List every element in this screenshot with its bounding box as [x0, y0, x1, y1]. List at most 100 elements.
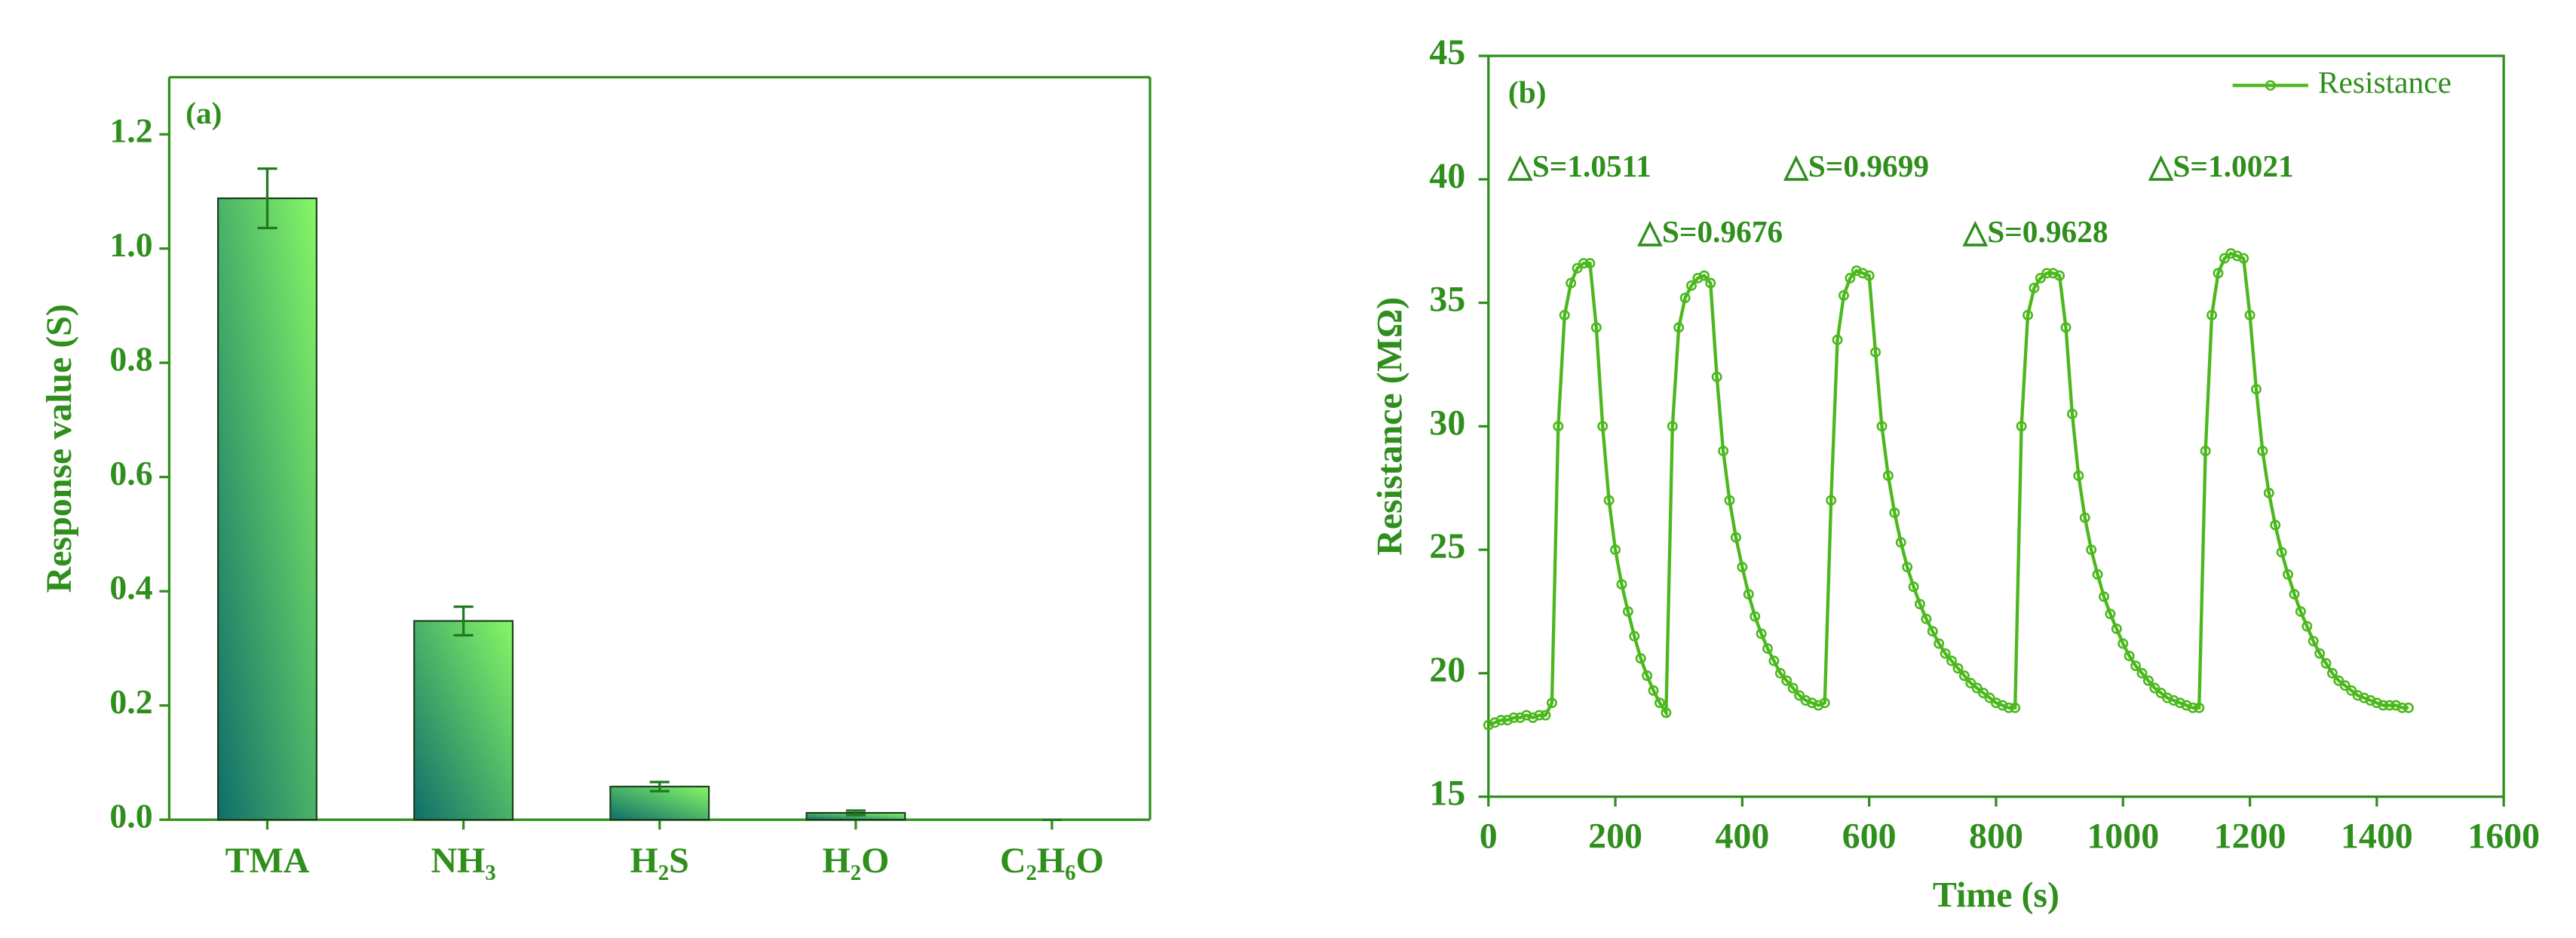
point [1794, 690, 1805, 701]
y-tick-label: 15 [1429, 774, 1465, 814]
y-axis-label: Resistance (MΩ) [1369, 297, 1409, 556]
point [2397, 702, 2408, 713]
point [1940, 648, 1951, 659]
point [1978, 688, 1989, 699]
point [2403, 702, 2414, 713]
point [2162, 692, 2173, 704]
point [1819, 697, 1830, 709]
point [2149, 682, 2160, 694]
point [2244, 310, 2256, 320]
annotation: △S=0.9699 [1783, 149, 1929, 183]
point [1635, 653, 1646, 664]
x-tick-label: 400 [1715, 816, 1769, 856]
point [1787, 682, 1799, 694]
point [2010, 702, 2021, 713]
y-tick-label: 0.2 [109, 682, 152, 721]
point [1648, 685, 1659, 696]
point [2213, 268, 2224, 279]
point [2371, 697, 2382, 709]
x-tick-label: H₂S [630, 841, 689, 881]
point [2270, 520, 2281, 531]
point [2200, 446, 2211, 457]
point [2066, 409, 2078, 419]
point [1546, 697, 1557, 709]
point [1527, 712, 1538, 723]
point [2352, 690, 2363, 701]
point [1971, 682, 1983, 694]
x-tick-label: 200 [1588, 816, 1642, 856]
point [1958, 670, 1970, 682]
point [1521, 710, 1532, 721]
y-tick-label: 45 [1429, 32, 1465, 72]
point [1813, 700, 1824, 711]
point [1921, 613, 1932, 624]
point [1698, 270, 1710, 281]
point [1534, 710, 1545, 721]
y-tick-label: 0.8 [109, 340, 152, 379]
x-tick-label: 600 [1842, 816, 1897, 856]
point [1762, 643, 1774, 654]
point [1724, 495, 1735, 506]
point [1908, 581, 1919, 593]
point [1750, 611, 1761, 622]
point [1743, 589, 1754, 600]
point [1610, 544, 1621, 556]
point [1876, 421, 1888, 432]
point [1927, 626, 1938, 637]
point [1629, 630, 1640, 642]
point [2029, 282, 2040, 293]
point [2111, 623, 2122, 634]
point [1774, 667, 1786, 679]
point [2308, 636, 2319, 647]
x-tick-label: TMA [225, 841, 310, 881]
point [2302, 621, 2313, 632]
x-axis-label: Time (s) [1933, 875, 2059, 915]
x-tick-label: NH₃ [431, 841, 495, 881]
annotation: △S=1.0511 [1507, 149, 1651, 183]
y-tick-label: 35 [1429, 280, 1465, 320]
point [1946, 655, 1958, 667]
point [1718, 446, 1729, 457]
point [1838, 290, 1849, 301]
legend-label: Resistance [2318, 65, 2452, 100]
point [2079, 512, 2090, 523]
error-bar [453, 605, 474, 637]
point [1508, 712, 1520, 723]
point [2130, 661, 2142, 672]
point [2073, 470, 2084, 481]
point [2124, 650, 2135, 661]
point [2060, 322, 2072, 333]
point [2099, 591, 2109, 602]
point [2295, 606, 2306, 617]
point [2339, 680, 2351, 691]
point [1857, 268, 1869, 279]
point [1806, 697, 1817, 709]
point [1952, 663, 1964, 674]
point [1686, 280, 1697, 291]
point [2346, 685, 2357, 696]
point [1965, 677, 1976, 688]
y-tick-label: 40 [1429, 156, 1465, 196]
point [2194, 702, 2205, 713]
point [1654, 697, 1665, 709]
point [2041, 268, 2053, 279]
point [2390, 700, 2402, 711]
point [1781, 675, 1792, 686]
y-tick-label: 0.6 [109, 454, 152, 492]
point [1832, 334, 1843, 345]
point [2136, 667, 2148, 679]
point [2168, 694, 2179, 706]
point [2365, 694, 2376, 706]
x-tick-label: 1000 [2087, 816, 2159, 856]
point [1495, 715, 1507, 726]
y-tick-label: 25 [1429, 526, 1465, 566]
y-tick-label: 1.2 [109, 112, 152, 150]
point [1553, 421, 1564, 432]
point [2022, 310, 2034, 320]
point [1984, 692, 1995, 704]
point [2118, 638, 2129, 649]
point [1673, 322, 1685, 333]
point [1756, 628, 1767, 639]
point [2378, 700, 2389, 711]
